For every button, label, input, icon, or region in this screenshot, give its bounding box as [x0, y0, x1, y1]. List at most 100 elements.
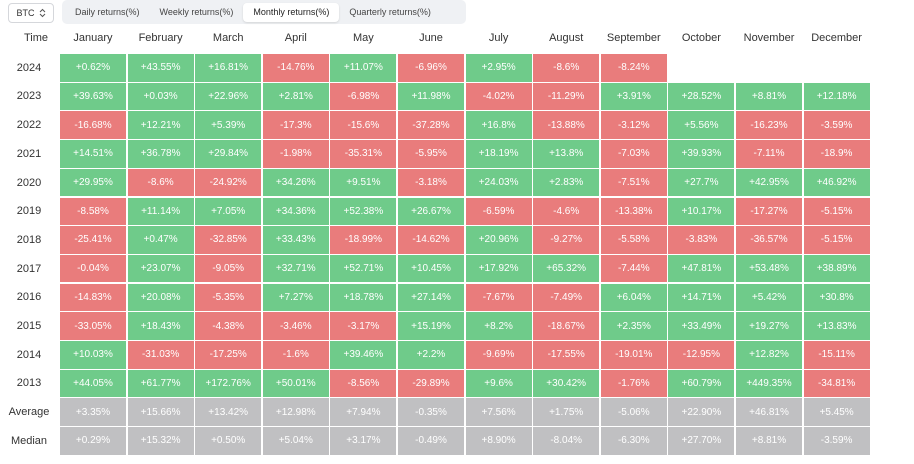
return-cell[interactable]: +30.42% [533, 369, 600, 398]
return-cell[interactable]: -6.59% [465, 197, 532, 225]
return-cell[interactable]: -14.62% [398, 226, 464, 254]
return-cell[interactable]: +16.81% [195, 54, 262, 82]
return-cell[interactable]: -9.05% [195, 254, 262, 283]
summary-cell[interactable]: +0.50% [195, 427, 262, 455]
return-cell[interactable]: +10.45% [398, 254, 464, 283]
return-cell[interactable]: -0.04% [60, 254, 126, 283]
return-cell[interactable]: +5.39% [195, 111, 262, 139]
return-cell[interactable]: +19.27% [736, 312, 802, 340]
return-cell[interactable]: +28.52% [668, 82, 735, 111]
return-cell[interactable]: +27.7% [668, 168, 735, 197]
return-cell[interactable]: -3.83% [668, 226, 735, 254]
return-cell[interactable]: +2.81% [262, 82, 329, 111]
return-cell[interactable]: -3.12% [600, 111, 667, 139]
return-cell[interactable]: +50.01% [262, 369, 329, 398]
return-cell[interactable]: +6.04% [600, 283, 667, 312]
return-cell[interactable]: +9.6% [465, 369, 532, 398]
return-cell[interactable]: +12.21% [127, 111, 194, 139]
return-cell[interactable]: +26.67% [398, 197, 464, 225]
summary-cell[interactable]: +5.04% [262, 427, 329, 455]
return-cell[interactable]: -9.27% [533, 226, 600, 254]
return-cell[interactable]: +14.71% [668, 283, 735, 312]
return-cell[interactable]: +29.95% [60, 168, 126, 197]
summary-cell[interactable]: +15.66% [127, 398, 194, 426]
return-cell[interactable]: -6.98% [330, 82, 397, 111]
return-cell[interactable]: +12.82% [736, 341, 802, 369]
summary-cell[interactable]: +7.94% [330, 398, 397, 426]
return-cell[interactable]: +16.8% [465, 111, 532, 139]
summary-cell[interactable]: +12.98% [262, 398, 329, 426]
summary-cell[interactable]: +5.45% [803, 398, 870, 426]
return-cell[interactable] [668, 54, 734, 82]
return-cell[interactable]: -15.11% [803, 341, 870, 369]
return-cell[interactable]: -7.03% [600, 140, 667, 168]
return-cell[interactable]: +34.26% [262, 168, 329, 197]
return-cell[interactable]: -5.15% [803, 197, 870, 225]
return-cell[interactable]: +38.89% [803, 254, 870, 283]
return-cell[interactable]: -16.23% [736, 111, 802, 139]
tab-quarterly-returns[interactable]: Quarterly returns(%) [349, 7, 431, 17]
return-cell[interactable]: +0.03% [127, 82, 194, 111]
return-cell[interactable]: +52.71% [330, 254, 397, 283]
return-cell[interactable]: -5.15% [803, 226, 870, 254]
return-cell[interactable]: +8.81% [736, 82, 802, 111]
return-cell[interactable]: +42.95% [736, 168, 802, 197]
summary-cell[interactable]: -5.06% [600, 398, 667, 426]
return-cell[interactable]: +46.92% [803, 168, 870, 197]
return-cell[interactable]: -29.89% [398, 369, 464, 398]
return-cell[interactable]: -17.55% [533, 341, 600, 369]
return-cell[interactable]: -9.69% [465, 341, 532, 369]
return-cell[interactable]: -37.28% [398, 111, 464, 139]
summary-cell[interactable]: +1.75% [533, 398, 600, 426]
return-cell[interactable]: +60.79% [668, 369, 735, 398]
return-cell[interactable]: -32.85% [195, 226, 262, 254]
return-cell[interactable]: -8.6% [127, 168, 194, 197]
return-cell[interactable]: -18.9% [803, 140, 870, 168]
return-cell[interactable]: +7.27% [262, 283, 329, 312]
return-cell[interactable]: +17.92% [465, 254, 532, 283]
summary-cell[interactable]: +27.70% [668, 427, 735, 455]
tab-daily-returns[interactable]: Daily returns(%) [75, 7, 140, 17]
return-cell[interactable]: -24.92% [195, 168, 262, 197]
summary-cell[interactable]: +8.81% [736, 427, 802, 455]
return-cell[interactable]: -12.95% [668, 341, 735, 369]
return-cell[interactable]: -17.25% [195, 341, 262, 369]
return-cell[interactable]: +15.19% [398, 312, 464, 340]
return-cell[interactable]: -7.49% [533, 283, 600, 312]
asset-select[interactable]: BTC [8, 3, 54, 23]
return-cell[interactable]: +9.51% [330, 168, 397, 197]
summary-cell[interactable]: +7.56% [465, 398, 532, 426]
return-cell[interactable]: +12.18% [803, 82, 870, 111]
return-cell[interactable]: -11.29% [533, 82, 600, 111]
return-cell[interactable]: -3.46% [262, 312, 329, 340]
return-cell[interactable] [804, 54, 870, 82]
return-cell[interactable]: +2.95% [465, 54, 532, 82]
return-cell[interactable]: +7.05% [195, 197, 262, 225]
return-cell[interactable]: -13.88% [533, 111, 600, 139]
summary-cell[interactable]: -6.30% [600, 427, 667, 455]
return-cell[interactable]: -4.38% [195, 312, 262, 340]
return-cell[interactable]: -7.11% [736, 140, 802, 168]
summary-cell[interactable]: +0.29% [60, 427, 126, 455]
return-cell[interactable]: +449.35% [736, 369, 802, 398]
return-cell[interactable]: +39.63% [60, 82, 126, 111]
return-cell[interactable]: -15.6% [330, 111, 397, 139]
return-cell[interactable]: -1.6% [262, 341, 329, 369]
return-cell[interactable]: +32.71% [262, 254, 329, 283]
return-cell[interactable]: -4.02% [465, 82, 532, 111]
return-cell[interactable]: +0.47% [127, 226, 194, 254]
return-cell[interactable]: +47.81% [668, 254, 735, 283]
return-cell[interactable]: -8.24% [600, 54, 667, 82]
summary-cell[interactable]: +46.81% [736, 398, 802, 426]
return-cell[interactable]: -17.3% [262, 111, 329, 139]
return-cell[interactable]: +24.03% [465, 168, 532, 197]
return-cell[interactable]: -14.76% [262, 54, 329, 82]
return-cell[interactable]: +2.2% [398, 341, 464, 369]
summary-cell[interactable]: -0.49% [398, 427, 464, 455]
return-cell[interactable]: -1.76% [600, 369, 667, 398]
return-cell[interactable]: +23.07% [127, 254, 194, 283]
return-cell[interactable]: +30.8% [803, 283, 870, 312]
summary-cell[interactable]: +3.17% [330, 427, 397, 455]
return-cell[interactable]: -3.59% [803, 111, 870, 139]
return-cell[interactable]: +39.93% [668, 140, 735, 168]
